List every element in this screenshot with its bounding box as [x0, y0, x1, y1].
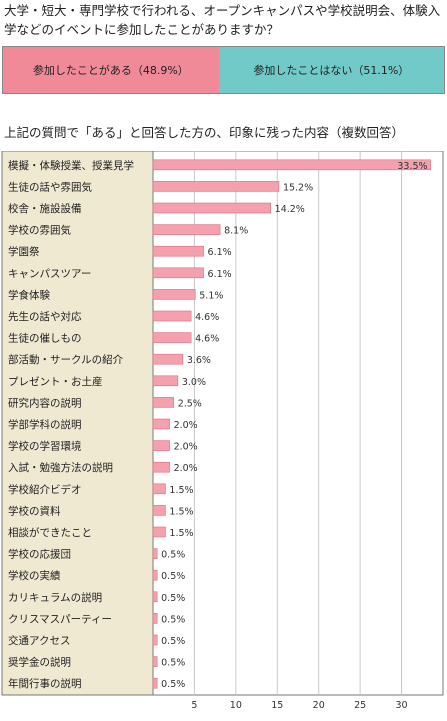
bar [152, 397, 175, 408]
bar [152, 461, 170, 473]
category-label: 年間行事の説明 [8, 677, 82, 690]
category-label: 学校の応援団 [8, 548, 71, 561]
data-label: 2.0% [174, 463, 198, 474]
chart-title: 上記の質問で「ある」と回答した方の、印象に残った内容（複数回答） [4, 125, 405, 140]
split-segment-no: 参加したことはない（51.1%） [218, 47, 444, 93]
bar [152, 656, 158, 667]
question-text: 大学・短大・専門学校で行われる、オープンキャンパスや学校説明会、体験入学などのイ… [4, 3, 441, 37]
bar [152, 289, 196, 300]
category-label: 奨学金の説明 [8, 656, 71, 669]
bar [152, 224, 221, 235]
data-label: 1.5% [169, 485, 193, 496]
bar-chart: 模擬・体験授業、授業見学 33.5% 生徒の話や雰囲気 15.2% 校舎・施設設備 14.… [1, 151, 444, 711]
data-label: 33.5% [397, 161, 427, 172]
x-tick-label: 10 [230, 700, 242, 711]
category-label: 学校の資料 [8, 504, 61, 517]
bar [152, 548, 158, 559]
category-label-panel [1, 151, 154, 696]
category-label: 学校の学習環境 [8, 440, 82, 453]
x-tick-label: 20 [313, 700, 325, 711]
x-tick-label: 15 [271, 700, 283, 711]
bar [152, 202, 271, 214]
data-label: 3.6% [187, 355, 211, 366]
category-label: 部活動・サークルの紹介 [8, 353, 124, 366]
bar [152, 159, 431, 171]
data-label: 1.5% [169, 506, 193, 517]
data-label: 2.0% [174, 442, 198, 453]
bar [152, 310, 192, 322]
category-label: 生徒の催しもの [8, 332, 82, 345]
bar [152, 245, 204, 257]
x-tick-label: 30 [396, 700, 408, 711]
data-label: 2.5% [178, 398, 202, 409]
bar [152, 505, 166, 516]
bar [152, 483, 166, 495]
category-label: 交通アクセス [8, 634, 70, 647]
data-label: 5.1% [199, 290, 223, 301]
bar [152, 613, 158, 624]
data-label: 15.2% [283, 182, 313, 193]
category-label: 校舎・施設設備 [8, 202, 82, 215]
data-label: 0.5% [161, 550, 185, 561]
bar [152, 353, 184, 365]
bar [152, 677, 158, 689]
participation-split-bar: 参加したことがある（48.9%） 参加したことはない（51.1%） [2, 46, 445, 94]
category-label: 学校の実績 [8, 569, 61, 582]
bar [152, 418, 170, 430]
data-label: 0.5% [161, 636, 185, 647]
data-label: 4.6% [195, 334, 219, 345]
bar [152, 375, 179, 387]
bar [152, 267, 204, 279]
split-segment-yes: 参加したことがある（48.9%） [3, 47, 219, 93]
category-label: 入試・勉強方法の説明 [8, 461, 113, 474]
x-tick-label: 25 [354, 700, 366, 711]
data-label: 14.2% [275, 204, 305, 215]
x-tick-label: 5 [191, 700, 197, 711]
category-label: クリスマスパーティー [8, 613, 112, 625]
bar [152, 526, 166, 538]
data-label: 2.0% [174, 420, 198, 431]
bar [152, 591, 158, 603]
data-label: 1.5% [169, 528, 193, 539]
plot-area [152, 151, 444, 696]
category-label: 学校の雰囲気 [8, 224, 71, 237]
category-label: プレゼント・お土産 [8, 375, 103, 388]
data-label: 0.5% [161, 614, 185, 625]
data-label: 0.5% [161, 571, 185, 582]
bar [152, 440, 170, 451]
bar [152, 569, 158, 581]
data-label: 3.0% [182, 377, 206, 388]
category-label: 模擬・体験授業、授業見学 [8, 159, 134, 172]
data-label: 4.6% [195, 312, 219, 323]
category-label: 学園祭 [8, 245, 40, 258]
data-label: 8.1% [224, 226, 248, 237]
category-label: カリキュラムの説明 [8, 591, 102, 604]
category-label: 先生の話や対応 [8, 310, 82, 323]
bar [152, 332, 192, 343]
data-label: 0.5% [161, 679, 185, 690]
data-label: 0.5% [161, 658, 185, 669]
category-label: 研究内容の説明 [8, 396, 82, 409]
category-label: キャンパスツアー [8, 268, 91, 280]
bar [152, 181, 280, 192]
category-label: 学食体験 [8, 288, 50, 301]
bar [152, 634, 158, 646]
category-label: 学校紹介ビデオ [8, 483, 82, 496]
data-label: 6.1% [208, 269, 232, 280]
category-label: 生徒の話や雰囲気 [8, 180, 92, 193]
category-label: 学部学科の説明 [8, 418, 82, 431]
data-label: 0.5% [161, 593, 185, 604]
category-label: 相談ができたこと [8, 526, 92, 539]
data-label: 6.1% [208, 247, 232, 258]
